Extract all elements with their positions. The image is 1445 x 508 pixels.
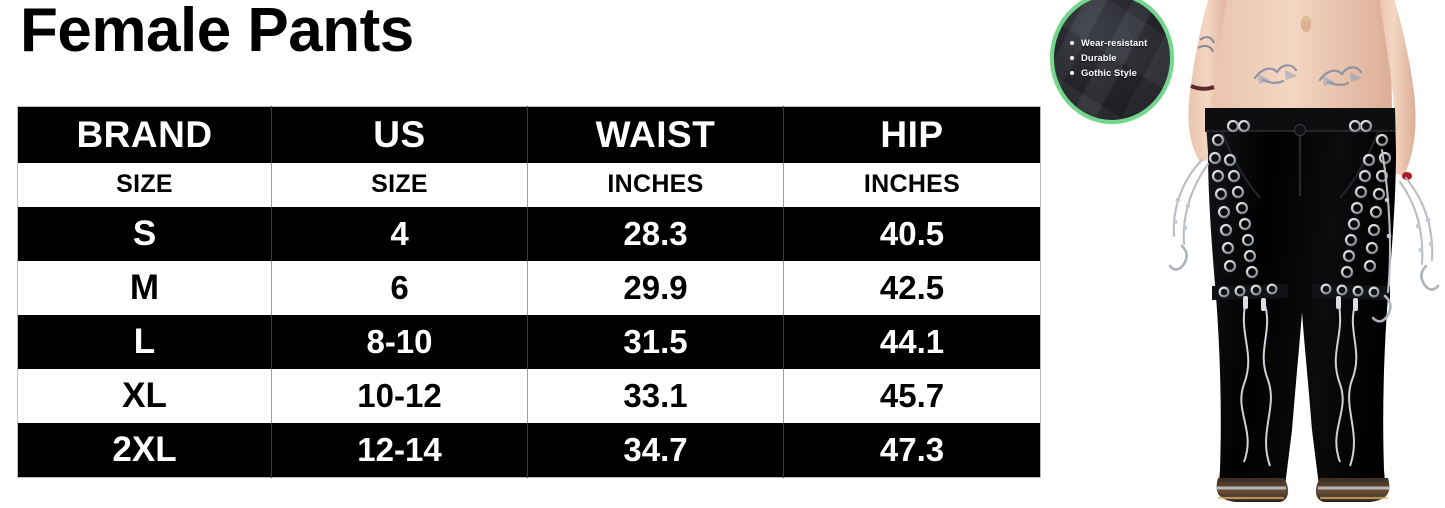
badge-fabric-texture	[1054, 0, 1170, 120]
page-title: Female Pants	[20, 0, 414, 65]
cell-waist-inches: 28.3	[527, 206, 784, 261]
column-header-us: US	[271, 106, 528, 163]
cell-us-size: 8-10	[271, 314, 528, 370]
bullet-icon	[1070, 41, 1074, 45]
cell-brand-size: XL	[17, 369, 272, 424]
cell-hip-inches: 40.5	[783, 206, 1041, 261]
feature-list-item: Durable	[1070, 51, 1147, 66]
cell-us-size: 10-12	[271, 369, 528, 424]
feature-label: Gothic Style	[1081, 66, 1137, 78]
column-header-brand: BRAND	[17, 106, 272, 163]
cell-brand-size: S	[17, 206, 272, 261]
feature-list-item: Gothic Style	[1070, 66, 1147, 81]
feature-list-item: Wear-resistant	[1070, 36, 1147, 51]
table-header-sub-row: SIZE SIZE INCHES INCHES	[17, 162, 1041, 207]
cell-brand-size: L	[17, 314, 272, 370]
cell-brand-size: M	[17, 260, 272, 315]
column-subheader-waist: INCHES	[527, 162, 784, 207]
feature-list: Wear-resistant Durable Gothic Style	[1070, 36, 1147, 81]
column-header-waist: WAIST	[527, 106, 784, 163]
bullet-icon	[1070, 70, 1074, 75]
cell-waist-inches: 34.7	[527, 423, 784, 478]
table-row: M 6 29.9 42.5	[17, 260, 1041, 315]
table-row: XL 10-12 33.1 45.7	[17, 369, 1041, 424]
size-chart-table: BRAND US WAIST HIP SIZE SIZE INCHES INCH…	[17, 106, 1041, 478]
cell-waist-inches: 31.5	[527, 314, 784, 370]
feature-badge: Wear-resistant Durable Gothic Style	[1050, 0, 1174, 124]
table-row: L 8-10 31.5 44.1	[17, 314, 1041, 370]
cell-hip-inches: 42.5	[783, 260, 1041, 315]
column-header-hip: HIP	[783, 106, 1041, 163]
cell-hip-inches: 45.7	[783, 369, 1041, 424]
table-row: 2XL 12-14 34.7 47.3	[17, 423, 1041, 478]
cell-waist-inches: 33.1	[527, 369, 784, 424]
table-header-main-row: BRAND US WAIST HIP	[17, 106, 1041, 163]
cell-us-size: 6	[271, 260, 528, 315]
cell-waist-inches: 29.9	[527, 260, 784, 315]
feature-label: Durable	[1081, 51, 1117, 63]
product-photo	[1160, 0, 1445, 508]
cell-us-size: 4	[271, 206, 528, 261]
column-subheader-brand: SIZE	[17, 162, 272, 207]
column-subheader-us: SIZE	[271, 162, 528, 207]
column-subheader-hip: INCHES	[783, 162, 1041, 207]
cell-hip-inches: 44.1	[783, 314, 1041, 370]
cell-us-size: 12-14	[271, 423, 528, 478]
product-photo-illustration	[1160, 0, 1445, 508]
cell-hip-inches: 47.3	[783, 423, 1041, 478]
table-row: S 4 28.3 40.5	[17, 206, 1041, 261]
feature-label: Wear-resistant	[1081, 37, 1148, 48]
bullet-icon	[1070, 55, 1074, 60]
cell-brand-size: 2XL	[17, 423, 272, 478]
